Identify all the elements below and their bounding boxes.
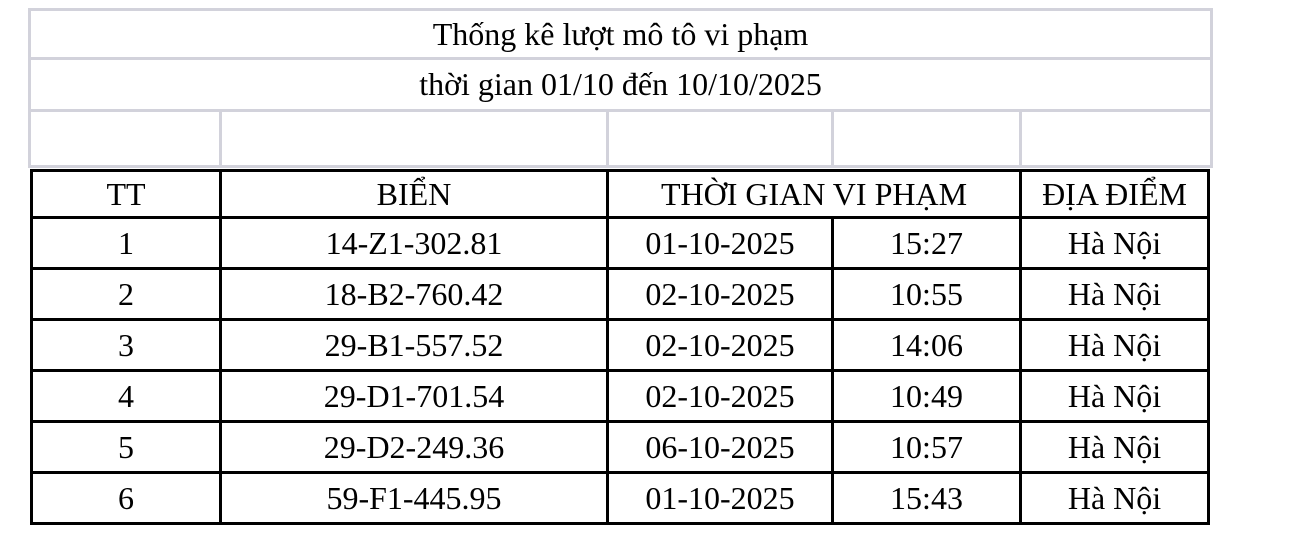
table-row: 6 59-F1-445.95 01-10-2025 15:43 Hà Nội	[30, 471, 1210, 525]
header-row: TT BIỂN THỜI GIAN VI PHẠM ĐỊA ĐIỂM	[30, 169, 1210, 219]
cell-time[interactable]: 10:49	[831, 369, 1022, 423]
cell-tt[interactable]: 6	[30, 471, 222, 525]
cell-location[interactable]: Hà Nội	[1019, 369, 1210, 423]
subtitle-row: thời gian 01/10 đến 10/10/2025	[27, 57, 1214, 112]
empty-cell[interactable]	[219, 109, 609, 168]
col-header-tt[interactable]: TT	[30, 169, 222, 219]
cell-time[interactable]: 10:55	[831, 267, 1022, 321]
cell-location[interactable]: Hà Nội	[1019, 318, 1210, 372]
cell-time[interactable]: 14:06	[831, 318, 1022, 372]
table-row: 3 29-B1-557.52 02-10-2025 14:06 Hà Nội	[30, 318, 1210, 372]
empty-cell[interactable]	[1018, 109, 1214, 168]
cell-tt[interactable]: 3	[30, 318, 222, 372]
title-row: Thống kê lượt mô tô vi phạm	[27, 8, 1214, 60]
cell-location[interactable]: Hà Nội	[1019, 216, 1210, 270]
cell-date[interactable]: 02-10-2025	[606, 369, 834, 423]
col-header-dia-diem[interactable]: ĐỊA ĐIỂM	[1019, 169, 1210, 219]
cell-tt[interactable]: 5	[30, 420, 222, 474]
cell-location[interactable]: Hà Nội	[1019, 267, 1210, 321]
empty-cell[interactable]	[28, 109, 222, 168]
cell-location[interactable]: Hà Nội	[1019, 420, 1210, 474]
cell-date[interactable]: 06-10-2025	[606, 420, 834, 474]
cell-date[interactable]: 02-10-2025	[606, 267, 834, 321]
cell-plate[interactable]: 14-Z1-302.81	[219, 216, 609, 270]
cell-time[interactable]: 15:27	[831, 216, 1022, 270]
cell-date[interactable]: 02-10-2025	[606, 318, 834, 372]
cell-tt[interactable]: 2	[30, 267, 222, 321]
cell-tt[interactable]: 4	[30, 369, 222, 423]
cell-plate[interactable]: 29-B1-557.52	[219, 318, 609, 372]
title-block: Thống kê lượt mô tô vi phạm thời gian 01…	[27, 8, 1214, 168]
col-header-thoi-gian-vi-pham[interactable]: THỜI GIAN VI PHẠM	[606, 169, 1022, 219]
report-title[interactable]: Thống kê lượt mô tô vi phạm	[27, 8, 1214, 60]
cell-time[interactable]: 10:57	[831, 420, 1022, 474]
report-subtitle[interactable]: thời gian 01/10 đến 10/10/2025	[27, 57, 1214, 112]
cell-plate[interactable]: 29-D1-701.54	[219, 369, 609, 423]
cell-plate[interactable]: 29-D2-249.36	[219, 420, 609, 474]
cell-time[interactable]: 15:43	[831, 471, 1022, 525]
table-row: 1 14-Z1-302.81 01-10-2025 15:27 Hà Nội	[30, 216, 1210, 270]
cell-plate[interactable]: 18-B2-760.42	[219, 267, 609, 321]
cell-date[interactable]: 01-10-2025	[606, 216, 834, 270]
empty-row	[28, 109, 1214, 168]
col-header-bien[interactable]: BIỂN	[219, 169, 609, 219]
cell-plate[interactable]: 59-F1-445.95	[219, 471, 609, 525]
empty-cell[interactable]	[831, 109, 1022, 168]
cell-location[interactable]: Hà Nội	[1019, 471, 1210, 525]
violations-table: TT BIỂN THỜI GIAN VI PHẠM ĐỊA ĐIỂM 1 14-…	[30, 169, 1210, 525]
empty-cell[interactable]	[606, 109, 834, 168]
table-row: 2 18-B2-760.42 02-10-2025 10:55 Hà Nội	[30, 267, 1210, 321]
table-row: 5 29-D2-249.36 06-10-2025 10:57 Hà Nội	[30, 420, 1210, 474]
table-row: 4 29-D1-701.54 02-10-2025 10:49 Hà Nội	[30, 369, 1210, 423]
cell-tt[interactable]: 1	[30, 216, 222, 270]
cell-date[interactable]: 01-10-2025	[606, 471, 834, 525]
